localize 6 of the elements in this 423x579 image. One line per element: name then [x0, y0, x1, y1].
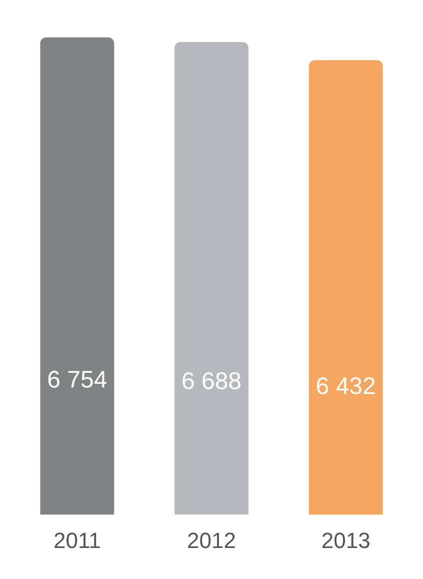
x-tick-label: 2011: [54, 528, 101, 553]
data-label: 6 688: [181, 368, 242, 395]
x-tick-label: 2013: [321, 528, 370, 553]
data-label: 6 432: [316, 372, 376, 400]
x-tick-label: 2012: [187, 528, 236, 553]
data-label: 6 754: [47, 366, 108, 394]
